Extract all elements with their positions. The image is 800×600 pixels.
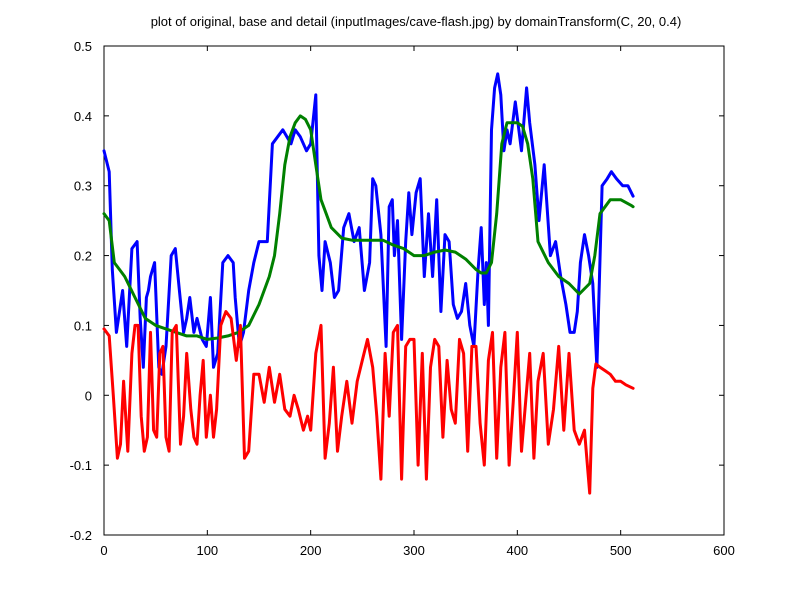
y-tick-label: 0 xyxy=(85,388,92,403)
chart-title: plot of original, base and detail (input… xyxy=(151,14,682,29)
y-tick-label: 0.1 xyxy=(74,318,92,333)
series-lines xyxy=(102,72,635,495)
x-tick-label: 600 xyxy=(713,543,735,558)
y-tick-label: -0.2 xyxy=(70,528,92,543)
y-tick-label: 0.2 xyxy=(74,249,92,264)
x-tick-label: 100 xyxy=(196,543,218,558)
y-tick-label: 0.5 xyxy=(74,39,92,54)
plot-frame xyxy=(103,45,725,536)
series-line-0 xyxy=(102,72,635,376)
series-line-1 xyxy=(102,114,635,341)
y-tick-label: 0.3 xyxy=(74,179,92,194)
axis-ticks: 0 100 200 300 400 500 600 -0.2 -0.1 0 0.1 0.2 0.3 0.4… xyxy=(70,39,735,558)
series-line-2 xyxy=(102,310,635,495)
x-tick-label: 0 xyxy=(100,543,107,558)
x-tick-label: 500 xyxy=(610,543,632,558)
y-tick-label: -0.1 xyxy=(70,458,92,473)
x-tick-label: 400 xyxy=(506,543,528,558)
y-tick-label: 0.4 xyxy=(74,109,92,124)
x-tick-label: 300 xyxy=(403,543,425,558)
x-tick-label: 200 xyxy=(300,543,322,558)
